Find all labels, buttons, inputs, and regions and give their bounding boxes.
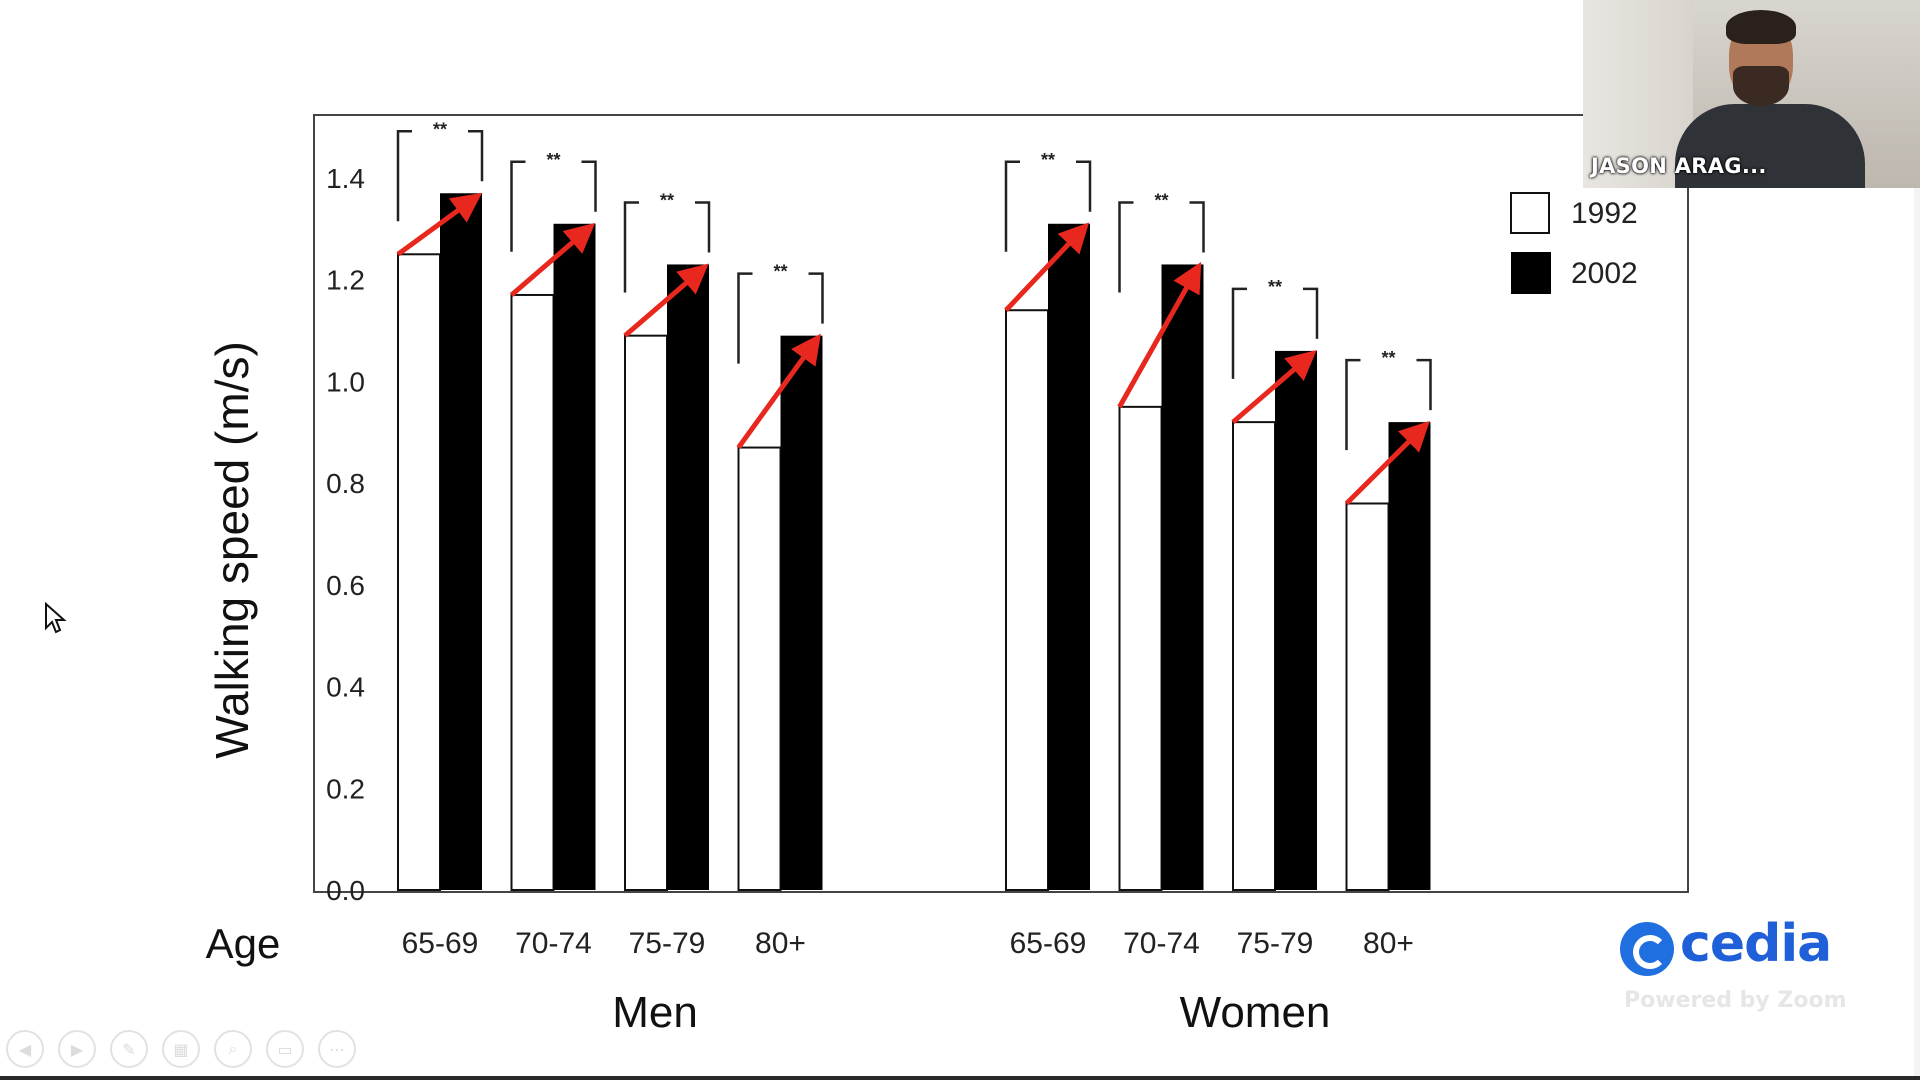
significance-marker: **	[1154, 190, 1168, 210]
bar-women-1992	[1232, 421, 1276, 891]
increase-arrow	[1004, 222, 1090, 312]
mouse-cursor-icon	[45, 602, 67, 634]
slides-icon[interactable]: ▦	[162, 1030, 200, 1068]
powered-by-text: Powered by Zoom	[1624, 988, 1847, 1013]
legend: 1992 2002	[1510, 192, 1638, 294]
y-tick-label: 1.4	[326, 163, 365, 194]
significance-marker: **	[1381, 348, 1395, 368]
y-tick-label: 0.0	[326, 875, 365, 906]
x-tick-label: 80+	[755, 927, 806, 960]
zoom-icon[interactable]: ⌕	[214, 1030, 252, 1068]
significance-marker: **	[773, 262, 787, 282]
significance-bracket	[1345, 358, 1432, 451]
group-label-men: Men	[612, 988, 698, 1037]
y-axis-label: Walking speed (m/s)	[206, 341, 258, 759]
y-tick-label: 0.6	[326, 570, 365, 601]
significance-bracket	[1004, 160, 1092, 252]
bar-women-1992	[1345, 502, 1390, 891]
x-tick-label: 70-74	[1123, 927, 1200, 960]
bar-men-2002	[440, 193, 482, 890]
x-tick-label: 65-69	[1010, 927, 1087, 960]
y-tick-label: 0.2	[326, 773, 365, 804]
participant-beard	[1733, 66, 1789, 106]
bar-men-1992	[510, 293, 555, 891]
participant-video[interactable]: JASON ARAG...	[1583, 0, 1920, 188]
significance-bracket	[623, 201, 711, 293]
significance-marker: **	[433, 119, 447, 139]
logo-text: cedia	[1680, 914, 1832, 974]
bar-women-2002	[1388, 422, 1431, 890]
significance-marker: **	[1268, 277, 1282, 297]
significance-bracket	[1231, 287, 1319, 379]
x-tick-label: 70-74	[515, 927, 592, 960]
legend-swatch-2002	[1511, 252, 1551, 294]
cedia-logo-icon	[1620, 922, 1674, 976]
significance-marker: **	[660, 190, 674, 210]
next-icon[interactable]: ▶	[58, 1030, 96, 1068]
participant-name: JASON ARAG...	[1591, 154, 1767, 178]
increase-arrow	[736, 333, 821, 450]
screen-bottom-edge	[0, 1076, 1920, 1080]
x-axis-label: Age	[206, 920, 281, 967]
significance-marker: **	[1041, 150, 1055, 170]
legend-label-1992: 1992	[1571, 197, 1638, 230]
plot-frame	[313, 114, 1689, 893]
bar-women-2002	[1161, 264, 1204, 890]
significance-bracket	[510, 160, 597, 252]
bar-women-1992	[1005, 309, 1049, 891]
x-tick-label: 75-79	[1237, 927, 1314, 960]
increase-arrow	[1231, 350, 1317, 425]
significance-bracket	[1118, 201, 1205, 293]
significance-marker: **	[546, 150, 560, 170]
slide-toolbar: ◀ ▶ ✎ ▦ ⌕ ▭ ⋯	[6, 1030, 356, 1070]
previous-icon[interactable]: ◀	[6, 1030, 44, 1068]
bar-women-1992	[1118, 405, 1163, 891]
group-label-women: Women	[1180, 988, 1331, 1037]
brand-logo: cedia Powered by Zoom	[1620, 914, 1850, 1018]
bar-men-1992	[737, 446, 782, 891]
bar-men-1992	[624, 334, 668, 891]
increase-arrow	[1117, 261, 1202, 409]
screen-edge	[1914, 188, 1920, 1080]
video-background	[1583, 0, 1693, 188]
x-tick-label: 80+	[1363, 927, 1414, 960]
bar-men-2002	[667, 264, 709, 890]
y-tick-label: 1.0	[326, 366, 365, 397]
increase-arrow	[509, 222, 596, 297]
y-tick-label: 1.2	[326, 265, 365, 296]
x-tick-label: 75-79	[629, 927, 706, 960]
bar-women-2002	[1048, 223, 1090, 890]
subtitles-icon[interactable]: ▭	[266, 1030, 304, 1068]
y-tick-label: 0.8	[326, 468, 365, 499]
legend-swatch-1992	[1510, 192, 1550, 234]
pen-icon[interactable]: ✎	[110, 1030, 148, 1068]
x-tick-label: 65-69	[402, 927, 479, 960]
increase-arrow	[396, 192, 483, 257]
more-icon[interactable]: ⋯	[318, 1030, 356, 1068]
bar-men-1992	[397, 253, 441, 892]
increase-arrow	[623, 263, 709, 338]
participant-hair	[1726, 10, 1796, 44]
bar-men-2002	[780, 335, 823, 891]
y-tick-label: 0.4	[326, 672, 365, 703]
legend-label-2002: 2002	[1571, 257, 1638, 290]
participant-body	[1675, 104, 1865, 188]
increase-arrow	[1344, 420, 1430, 506]
bar-women-2002	[1275, 350, 1317, 890]
significance-bracket	[737, 272, 824, 364]
bar-men-2002	[553, 223, 596, 890]
significance-bracket	[396, 130, 484, 222]
